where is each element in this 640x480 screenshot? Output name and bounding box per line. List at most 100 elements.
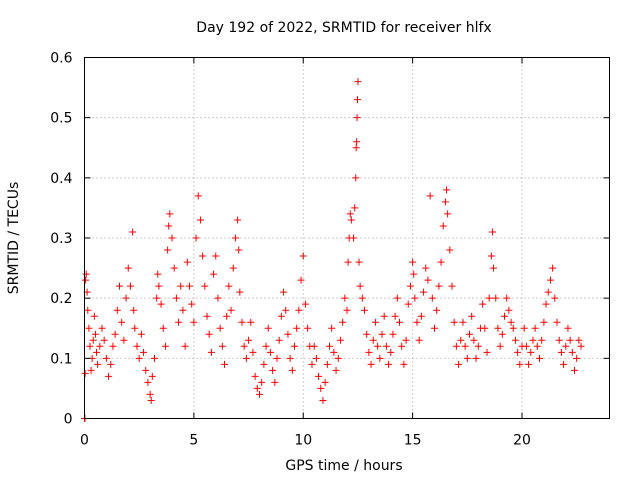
data-point: [129, 228, 137, 236]
data-point: [514, 348, 522, 356]
data-point: [282, 306, 290, 314]
data-point: [355, 258, 363, 266]
data-point: [509, 324, 517, 332]
data-point: [113, 306, 121, 314]
data-point: [262, 342, 270, 350]
data-point: [400, 360, 408, 368]
data-point: [529, 336, 537, 344]
data-point: [91, 330, 99, 338]
data-point: [542, 300, 550, 308]
data-point: [376, 354, 384, 362]
data-point: [417, 312, 425, 320]
data-point: [183, 258, 191, 266]
y-axis-label: SRMTID / TECUs: [6, 182, 22, 295]
data-point: [122, 294, 130, 302]
data-point: [568, 348, 576, 356]
data-point: [549, 264, 557, 272]
data-point: [463, 354, 471, 362]
data-point: [256, 390, 263, 398]
data-point: [205, 330, 213, 338]
data-point: [297, 276, 305, 284]
data-point: [251, 372, 259, 380]
data-point: [343, 306, 351, 314]
data-point: [553, 318, 561, 326]
data-point: [522, 342, 530, 350]
data-point: [312, 354, 320, 362]
data-point: [536, 354, 543, 362]
data-point: [538, 336, 546, 344]
data-point: [131, 324, 139, 332]
data-point: [214, 294, 222, 302]
data-point: [192, 234, 200, 242]
data-point: [120, 336, 128, 344]
data-point: [266, 348, 274, 356]
data-point: [420, 288, 428, 296]
data-point: [94, 360, 102, 368]
data-point: [363, 330, 371, 338]
data-point: [455, 360, 463, 368]
data-point: [234, 216, 242, 224]
data-point: [105, 372, 113, 380]
data-point: [179, 306, 187, 314]
data-point: [87, 366, 95, 374]
data-point: [273, 354, 281, 362]
data-point: [323, 360, 331, 368]
data-point: [190, 318, 198, 326]
data-point: [231, 234, 239, 242]
data-point: [164, 246, 172, 254]
data-point: [485, 294, 493, 302]
data-point: [186, 282, 193, 290]
data-point: [133, 342, 141, 350]
data-point: [531, 324, 539, 332]
data-point: [404, 300, 412, 308]
data-point: [326, 342, 333, 350]
data-points: [81, 78, 585, 422]
data-point: [446, 246, 454, 254]
data-point: [328, 324, 336, 332]
data-point: [393, 294, 401, 302]
data-point: [216, 324, 224, 332]
data-point: [98, 324, 106, 332]
data-point: [441, 198, 449, 206]
data-point: [481, 324, 489, 332]
data-point: [291, 342, 298, 350]
data-point: [118, 318, 126, 326]
data-point: [347, 216, 355, 224]
data-point: [406, 282, 414, 290]
data-point: [498, 330, 506, 338]
data-point: [435, 282, 443, 290]
data-point: [301, 300, 309, 308]
data-point: [352, 174, 360, 182]
data-point: [459, 318, 467, 326]
x-tick-label: 10: [294, 433, 312, 449]
data-point: [310, 342, 318, 350]
data-point: [382, 342, 390, 350]
data-point: [148, 372, 156, 380]
data-point: [396, 318, 403, 326]
data-point: [286, 354, 294, 362]
data-point: [161, 342, 169, 350]
data-point: [116, 282, 123, 290]
data-point: [562, 342, 570, 350]
data-point: [166, 210, 174, 218]
data-point: [293, 324, 301, 332]
data-point: [367, 360, 375, 368]
data-point: [503, 294, 511, 302]
data-point: [457, 336, 465, 344]
data-point: [415, 336, 423, 344]
data-point: [533, 342, 541, 350]
data-point: [374, 342, 382, 350]
data-point: [227, 306, 235, 314]
data-point: [284, 330, 292, 338]
data-point: [353, 114, 361, 122]
data-point: [353, 138, 361, 146]
data-point: [181, 342, 189, 350]
data-point: [212, 252, 220, 260]
data-point: [177, 282, 185, 290]
data-point: [507, 318, 515, 326]
data-point: [409, 258, 417, 266]
data-point: [247, 318, 255, 326]
data-point: [109, 342, 117, 350]
data-point: [319, 396, 327, 404]
data-point: [387, 348, 395, 356]
